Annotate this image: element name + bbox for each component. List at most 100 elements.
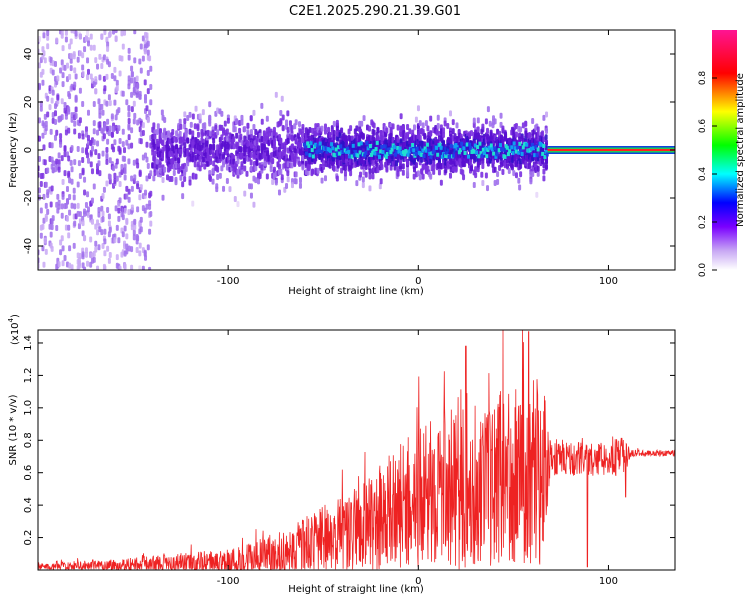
spectrogram-cell	[106, 125, 110, 132]
spectrogram-cell	[125, 248, 129, 255]
spectrogram-cell	[294, 152, 298, 159]
spectrogram-cell	[78, 211, 82, 218]
spectrogram-cell	[469, 153, 473, 160]
spectrogram-ridge-cell	[421, 148, 425, 153]
spectrogram-cell	[194, 173, 198, 180]
spectrogram-cell	[125, 193, 129, 200]
spectrogram-cell	[432, 163, 436, 170]
spectrogram-cell	[51, 89, 55, 96]
spectrogram-cell	[132, 159, 136, 166]
spectrogram-ridge-cell	[325, 149, 329, 154]
spectrogram-cell	[249, 129, 253, 136]
spectrogram-cell	[67, 172, 71, 179]
spectrogram-cell	[160, 132, 164, 139]
spectrogram-cell	[63, 64, 67, 71]
spectrogram-cell	[163, 116, 167, 123]
spectrogram-cell	[235, 132, 239, 139]
spectrogram-cell	[42, 30, 46, 34]
spectrogram-ridge-cell	[519, 148, 523, 153]
spectrogram-cell	[243, 165, 247, 172]
spectrogram-cell	[69, 65, 73, 72]
spectrogram-cell	[462, 174, 466, 181]
spectrogram-ridge-cell	[330, 142, 334, 147]
spectrogram-cell	[446, 142, 450, 149]
spectrogram-y-ticks: -40 -20 0 20 40	[23, 48, 675, 254]
spectrogram-cell	[531, 171, 535, 178]
spectrogram-cell	[476, 117, 480, 124]
spectrogram-cell	[158, 159, 162, 166]
spectrogram-cell	[442, 140, 446, 147]
spectrogram-cell	[266, 150, 270, 157]
spectrogram-cell	[209, 143, 213, 150]
spectrogram-cell	[232, 143, 236, 150]
spectrogram-cell	[327, 126, 331, 133]
spectrogram-cell	[81, 157, 85, 164]
spectrogram-cell	[53, 166, 57, 173]
spectrogram-cell	[103, 238, 107, 245]
spectrogram-ridge-cell	[497, 148, 501, 153]
spectrogram-cell	[70, 166, 74, 173]
spectrogram-cell	[257, 178, 261, 185]
spectrogram-cell	[301, 154, 305, 161]
spectrogram-cell	[536, 134, 540, 141]
spectrogram-cell	[105, 180, 109, 187]
spectrogram-cell	[499, 112, 503, 119]
spectrogram-cell	[474, 172, 478, 179]
spectrogram-cell	[139, 216, 143, 223]
spectrogram-cell	[469, 130, 473, 137]
spectrogram-ridge-cell	[382, 144, 386, 149]
spectrogram-cell	[60, 98, 64, 105]
spectrogram-cell	[102, 133, 106, 140]
spectrogram-cell	[301, 126, 305, 133]
spectrogram-cell	[235, 118, 239, 125]
spectrogram-ridge-cell	[481, 147, 485, 152]
spectrogram-cell	[77, 160, 81, 167]
spectrogram-cell	[123, 263, 127, 270]
spectrogram-cell	[194, 105, 198, 112]
spectrogram-cell	[127, 104, 131, 111]
spectrogram-cell	[320, 177, 324, 184]
spectrogram-cell	[225, 164, 229, 171]
spectrogram-cell	[168, 163, 172, 170]
spectrogram-cell	[435, 129, 439, 136]
spectrogram-cell	[148, 55, 152, 62]
spectrogram-cell	[406, 171, 410, 178]
spectrogram-ridge-cell	[373, 151, 377, 156]
spectrogram-cell	[280, 95, 284, 102]
spectrogram-cell	[123, 155, 127, 162]
spectrogram-cell	[216, 149, 220, 156]
spectrogram-cell	[286, 170, 290, 177]
spectrogram-cell	[117, 215, 121, 222]
spectrogram-ridge-cell	[407, 149, 411, 154]
spectrogram-cell	[125, 185, 129, 192]
spectrogram-cell	[243, 126, 247, 133]
spectrogram-ridge-cell	[358, 150, 362, 155]
spectrogram-cell	[272, 141, 276, 148]
spectrogram-cell	[406, 124, 410, 131]
spectrogram-cell	[68, 193, 72, 200]
spectrogram-ridge-cell	[374, 147, 378, 152]
spectrogram-ridge-cell	[368, 144, 372, 149]
spectrogram-cell	[163, 166, 167, 173]
spectrogram-ridge-cell	[378, 155, 382, 160]
spectrogram-cell	[531, 118, 535, 125]
spectrogram-cell	[106, 206, 110, 213]
spectrogram-ridge-cell	[460, 141, 464, 146]
spectrogram-cell	[372, 122, 376, 129]
spectrogram-cell	[123, 225, 127, 232]
spectrogram-cell	[78, 87, 82, 94]
spectrogram-cell	[94, 57, 98, 64]
spectrogram-cell	[179, 174, 183, 181]
spectrogram-cell	[113, 139, 117, 146]
spectrogram-cell	[225, 128, 229, 135]
spectrogram-cell	[102, 75, 106, 82]
spectrogram-cell	[42, 261, 46, 268]
spectrogram-cell	[279, 109, 283, 116]
spectrogram-cell	[401, 163, 405, 170]
spectrogram-cell	[63, 151, 67, 158]
spectrogram-ridge-cell	[478, 141, 482, 146]
spectrogram-cell	[86, 57, 90, 64]
spectrogram-cell	[76, 181, 80, 188]
spectrogram-cell	[101, 150, 105, 157]
